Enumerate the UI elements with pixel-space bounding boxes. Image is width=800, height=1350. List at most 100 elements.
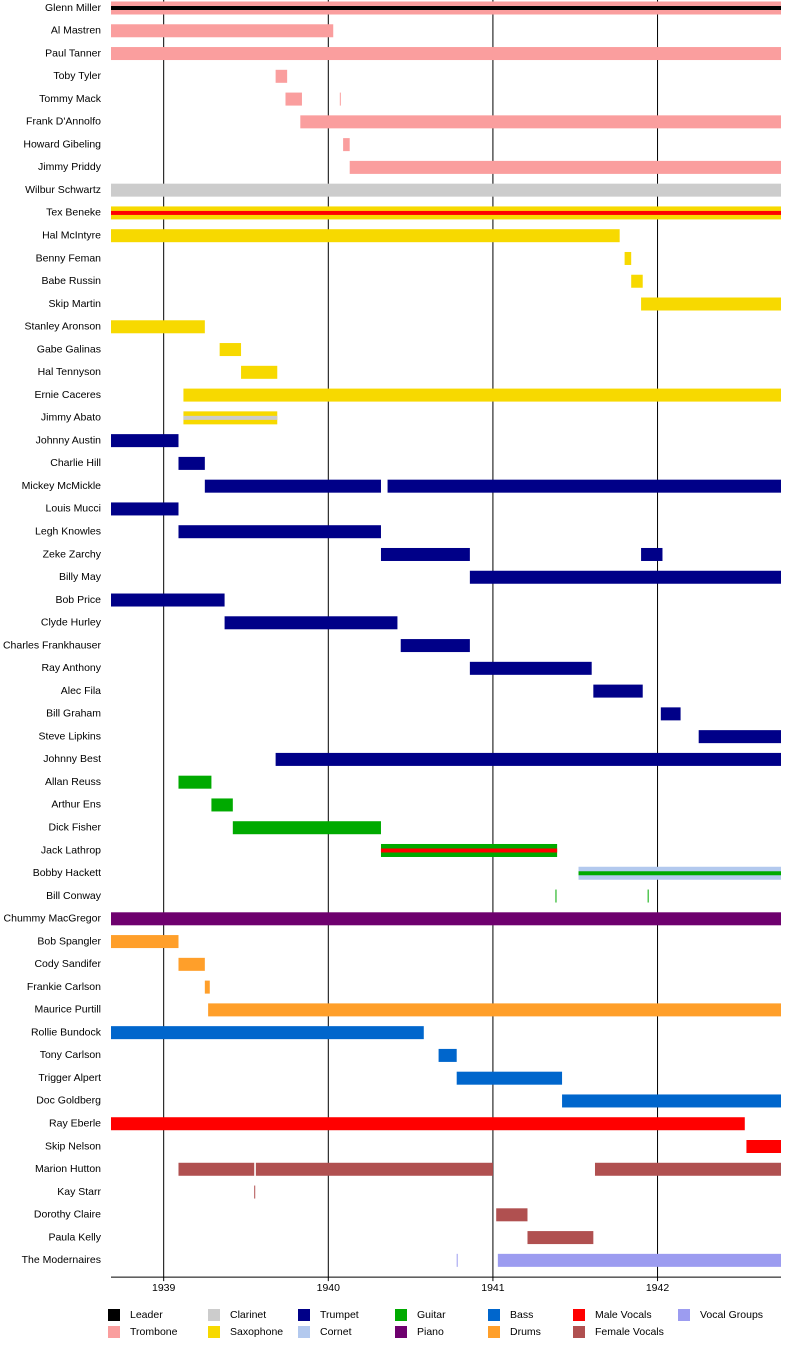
member-bar	[624, 251, 632, 265]
member-name: Marion Hutton	[35, 1163, 101, 1175]
member-bar	[275, 69, 288, 83]
member-bar	[343, 138, 350, 152]
member-name: The Modernaires	[22, 1254, 101, 1266]
x-tick-label: 1942	[646, 1282, 670, 1294]
member-bar	[469, 570, 781, 584]
member-bar	[183, 388, 781, 402]
member-bar	[527, 1231, 594, 1245]
member-bar-stripe	[578, 871, 781, 876]
member-name: Paula Kelly	[48, 1231, 101, 1243]
legend-label: Leader	[130, 1309, 163, 1321]
member-name: Glenn Miller	[45, 2, 102, 14]
legend-label: Female Vocals	[595, 1326, 664, 1338]
member-bar	[497, 1253, 781, 1267]
member-bar	[746, 1140, 781, 1153]
member-name: Chummy MacGregor	[4, 913, 102, 925]
member-bar	[456, 1253, 458, 1267]
member-bar	[224, 616, 398, 630]
member-bar	[111, 502, 179, 516]
member-name: Toby Tyler	[53, 70, 101, 82]
member-bar	[641, 297, 781, 311]
member-bar	[111, 1117, 745, 1131]
legend-swatch	[488, 1309, 500, 1321]
member-name: Ray Anthony	[41, 662, 101, 674]
member-bar	[300, 115, 781, 129]
member-name: Alec Fila	[61, 685, 101, 697]
member-name: Wilbur Schwartz	[25, 184, 101, 196]
member-name: Steve Lipkins	[39, 730, 101, 742]
legend-swatch	[488, 1326, 500, 1338]
member-bar	[111, 912, 781, 926]
member-bar	[275, 752, 781, 766]
legend-swatch	[208, 1326, 220, 1338]
legend-swatch	[108, 1309, 120, 1321]
member-bar	[641, 547, 663, 561]
legend-label: Trombone	[130, 1326, 178, 1338]
member-bar	[594, 1162, 781, 1176]
member-bar	[349, 160, 781, 174]
member-bar	[387, 479, 781, 493]
member-bar	[111, 183, 781, 197]
member-name: Skip Nelson	[45, 1140, 101, 1152]
member-name: Rollie Bundock	[31, 1026, 102, 1038]
member-bar	[219, 343, 242, 357]
member-name: Jimmy Priddy	[38, 161, 102, 173]
member-name: Hal McIntyre	[42, 229, 101, 241]
legend-swatch	[208, 1309, 220, 1321]
member-name: Tony Carlson	[40, 1049, 101, 1061]
member-bar	[255, 1162, 493, 1176]
member-name: Skip Martin	[48, 298, 101, 310]
member-bar	[111, 1026, 424, 1040]
member-name: Tex Beneke	[46, 207, 101, 219]
member-name: Tommy Mack	[39, 93, 102, 105]
member-name: Louis Mucci	[46, 503, 101, 515]
member-name: Hal Tennyson	[38, 366, 102, 378]
member-bar-stripe	[111, 6, 781, 10]
legend-label: Clarinet	[230, 1309, 266, 1321]
legend-swatch	[678, 1309, 690, 1321]
member-bar	[204, 479, 381, 493]
legend-label: Saxophone	[230, 1326, 283, 1338]
member-bar	[555, 889, 557, 903]
legend-label: Drums	[510, 1326, 541, 1338]
member-name: Benny Feman	[36, 252, 102, 264]
legend-label: Bass	[510, 1309, 533, 1321]
member-bar	[208, 1003, 781, 1017]
member-bar	[660, 707, 681, 721]
legend-label: Piano	[417, 1326, 444, 1338]
member-name: Dorothy Claire	[34, 1209, 101, 1221]
member-bar	[698, 730, 781, 744]
member-bar	[178, 957, 205, 971]
member-bar	[339, 92, 341, 106]
member-bar	[241, 365, 278, 379]
member-name: Zeke Zarchy	[43, 548, 102, 560]
member-bar	[232, 821, 381, 835]
member-bar	[111, 229, 620, 243]
member-bar	[111, 593, 225, 607]
legend-swatch	[108, 1326, 120, 1338]
member-bar	[254, 1185, 256, 1199]
member-bar	[111, 434, 179, 448]
legend-label: Guitar	[417, 1309, 446, 1321]
member-bar	[178, 1162, 255, 1176]
member-bar	[285, 92, 302, 106]
member-name: Bobby Hackett	[33, 867, 101, 879]
legend-label: Trumpet	[320, 1309, 359, 1321]
member-name: Allan Reuss	[45, 776, 101, 788]
legend-swatch	[395, 1309, 407, 1321]
member-bar	[631, 274, 643, 288]
member-bar	[496, 1208, 528, 1222]
legend-label: Vocal Groups	[700, 1309, 763, 1321]
member-bar	[178, 775, 212, 789]
member-name: Charles Frankhauser	[3, 639, 102, 651]
member-name: Frankie Carlson	[27, 981, 101, 993]
member-name: Trigger Alpert	[38, 1072, 101, 1084]
member-name: Bob Spangler	[37, 935, 101, 947]
member-name: Jack Lathrop	[41, 844, 101, 856]
member-name: Mickey McMickle	[22, 480, 101, 492]
member-name: Charlie Hill	[50, 457, 101, 469]
member-bar-stripe	[380, 848, 558, 853]
member-name: Frank D'Annolfo	[26, 116, 101, 128]
member-name: Bill Conway	[46, 890, 102, 902]
x-tick-label: 1941	[481, 1282, 505, 1294]
